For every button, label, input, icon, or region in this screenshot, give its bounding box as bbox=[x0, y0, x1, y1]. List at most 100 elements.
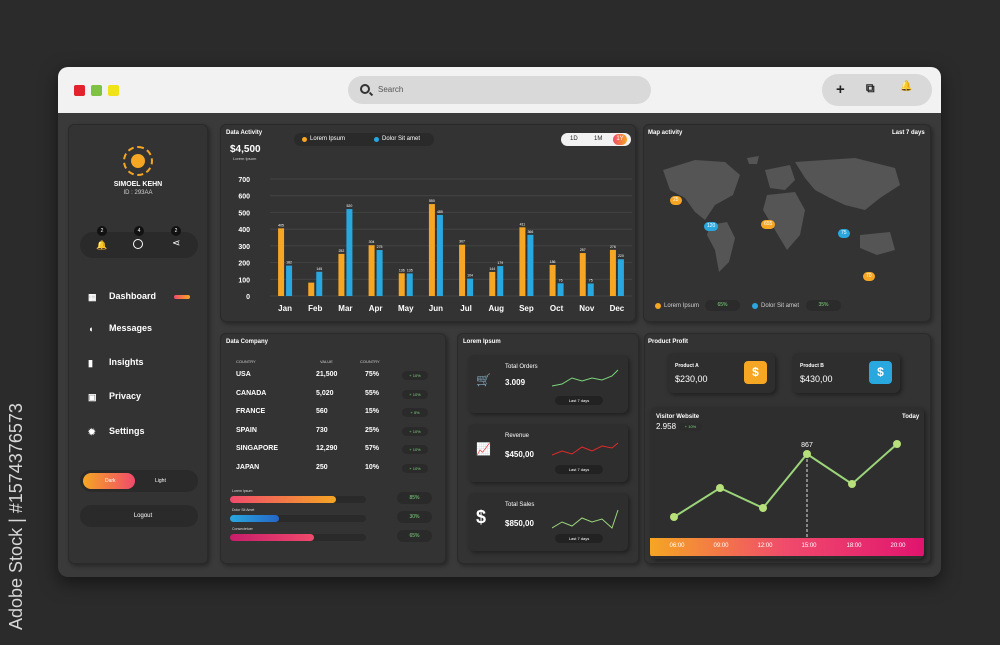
bar bbox=[346, 209, 353, 296]
bar bbox=[519, 227, 526, 296]
country-percent: 25% bbox=[365, 426, 380, 434]
x-tick-label: Feb bbox=[308, 304, 322, 313]
map-tag[interactable]: 70 bbox=[863, 272, 875, 281]
product-profit-panel: Product Profit Product A $230,00 $ Produ… bbox=[644, 333, 931, 564]
trend-badge: + 10% bbox=[679, 423, 702, 431]
range-1m[interactable]: 1M bbox=[594, 136, 603, 142]
country-value: 730 bbox=[316, 426, 328, 434]
user-name: SIMOEL KEHN bbox=[113, 181, 163, 188]
message-icon: ◖ bbox=[88, 324, 94, 335]
visitor-point bbox=[759, 504, 767, 512]
y-tick-label: 700 bbox=[238, 177, 250, 184]
time-label: 15:00 bbox=[801, 543, 817, 549]
dollar-icon: $ bbox=[869, 361, 892, 384]
bar bbox=[436, 214, 443, 296]
bar-label: 179 bbox=[497, 261, 503, 265]
product-b-card[interactable]: Product B $430,00 $ bbox=[792, 353, 900, 393]
product-value: $430,00 bbox=[800, 374, 833, 384]
world-map bbox=[663, 156, 900, 272]
stat-footer: Last 7 days bbox=[555, 396, 603, 405]
bar bbox=[609, 249, 616, 296]
search-input[interactable]: Search bbox=[348, 76, 651, 104]
user-id: ID : 293AA bbox=[123, 190, 153, 196]
logout-button[interactable]: Logout bbox=[80, 505, 198, 527]
close-window-button[interactable] bbox=[74, 85, 85, 96]
dark-mode-button[interactable]: Dark bbox=[83, 473, 135, 489]
maximize-window-button[interactable] bbox=[91, 85, 102, 96]
map-tag[interactable]: 75 bbox=[838, 229, 850, 238]
stat-card[interactable]: 🛒 Total Orders 3.009 Last 7 days bbox=[468, 355, 628, 413]
legend-label: Lorem Ipsum bbox=[664, 303, 700, 309]
minimize-window-button[interactable] bbox=[108, 85, 119, 96]
stat-title: Total Sales bbox=[505, 502, 535, 508]
bar bbox=[587, 283, 594, 296]
progress-fill bbox=[230, 515, 279, 522]
app-window: Search + ⧉ 🔔 SIMOEL KEHN ID : 293AA 🔔 ⋖ … bbox=[58, 67, 941, 577]
bell-icon[interactable]: 🔔 bbox=[900, 81, 913, 92]
trend-badge: 65% bbox=[397, 530, 432, 542]
column-header: VALUE bbox=[320, 359, 333, 364]
country-value: 12,290 bbox=[316, 445, 338, 452]
activity-sub: Lorem Ipsum bbox=[233, 156, 257, 161]
bell-icon[interactable]: 🔔 bbox=[96, 240, 108, 250]
theme-toggle: Dark Light bbox=[80, 470, 198, 492]
avatar[interactable] bbox=[123, 146, 153, 176]
trend-badge: 65% bbox=[705, 300, 740, 311]
visitor-title: Visitor Website bbox=[656, 414, 700, 420]
active-indicator bbox=[174, 295, 190, 299]
light-mode-button[interactable]: Light bbox=[155, 478, 166, 484]
dashboard-icon: ▦ bbox=[88, 292, 97, 303]
visitor-line bbox=[673, 443, 898, 518]
gear-icon: ✹ bbox=[88, 427, 96, 438]
nav-item-privacy[interactable]: ▣ Privacy bbox=[88, 391, 142, 403]
bar bbox=[338, 253, 345, 296]
share-icon[interactable]: ⋖ bbox=[172, 238, 181, 249]
stat-value: $450,00 bbox=[505, 450, 534, 459]
y-tick-label: 300 bbox=[238, 244, 250, 251]
bar bbox=[398, 273, 405, 296]
x-tick-label: Dec bbox=[610, 304, 625, 313]
bar-label: 136 bbox=[399, 268, 405, 272]
stat-title: Revenue bbox=[505, 433, 530, 439]
globe-icon[interactable] bbox=[133, 239, 143, 249]
data-company-panel: Data Company COUNTRY VALUE COUNTRY USA 21… bbox=[220, 333, 446, 564]
time-label: 06:00 bbox=[669, 543, 685, 549]
x-tick-label: Jan bbox=[278, 304, 292, 313]
add-icon[interactable]: + bbox=[836, 81, 845, 98]
bar-label: 76 bbox=[559, 278, 563, 282]
legend-swatch bbox=[302, 137, 307, 142]
country-percent: 15% bbox=[365, 408, 380, 415]
product-a-card[interactable]: Product A $230,00 $ bbox=[667, 353, 775, 393]
nav-item-dashboard[interactable]: ▦ Dashboard bbox=[88, 291, 157, 303]
range-1y[interactable]: 1Y bbox=[613, 134, 627, 145]
visitor-point bbox=[893, 440, 901, 448]
notification-count: 4 bbox=[134, 226, 144, 236]
visitor-website-card: Visitor Website 2.958 + 10% Today 867 06… bbox=[650, 407, 924, 559]
data-activity-panel: Data Activity $4,500 Lorem Ipsum Lorem I… bbox=[220, 124, 636, 322]
chart-legend: Lorem Ipsum Dolor Sit amet bbox=[294, 133, 434, 146]
nav-item-settings[interactable]: ✹ Settings bbox=[88, 426, 145, 438]
visitor-line-chart: 867 bbox=[670, 440, 901, 538]
trend-badge: 30% bbox=[397, 511, 432, 523]
bar bbox=[368, 245, 375, 296]
nav-item-insights[interactable]: ▮ Insights bbox=[88, 357, 144, 369]
range-1d[interactable]: 1D bbox=[570, 136, 578, 142]
stat-card[interactable]: 📈 Revenue $450,00 Last 7 days bbox=[468, 424, 628, 482]
progress-track bbox=[230, 515, 366, 522]
time-label: 18:00 bbox=[846, 543, 862, 549]
map-tag[interactable]: 120 bbox=[704, 222, 719, 231]
sidebar: SIMOEL KEHN ID : 293AA 🔔 ⋖ 2 4 2 ▦ Dashbo… bbox=[68, 124, 208, 564]
bar-label: 275 bbox=[377, 245, 383, 249]
cart-icon: 🛒 bbox=[476, 373, 491, 387]
bar-label: 411 bbox=[520, 222, 526, 226]
trend-badge: + 10% bbox=[402, 445, 428, 454]
bar-label: 520 bbox=[346, 204, 352, 208]
legend-label: Dolor Sit amet bbox=[382, 136, 421, 142]
map-tag[interactable]: 655 bbox=[761, 220, 776, 229]
stat-value: 3.009 bbox=[505, 378, 526, 387]
stat-card[interactable]: $ Total Sales $850,00 Last 7 days bbox=[468, 493, 628, 551]
country-value: 560 bbox=[316, 408, 328, 415]
copy-icon[interactable]: ⧉ bbox=[866, 81, 875, 95]
nav-item-messages[interactable]: ◖ Messages bbox=[88, 323, 153, 335]
map-tag[interactable]: 25 bbox=[670, 196, 682, 205]
